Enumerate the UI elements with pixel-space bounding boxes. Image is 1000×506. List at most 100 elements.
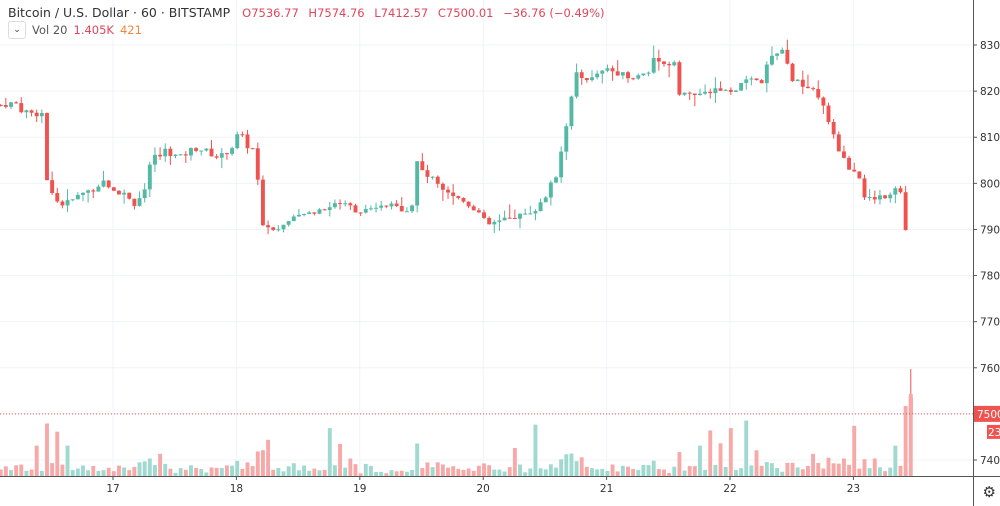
volume-bar: [626, 466, 630, 476]
candle-up: [302, 214, 307, 216]
candle-up: [374, 207, 379, 209]
volume-bar: [790, 462, 795, 476]
volume-bar: [723, 466, 728, 476]
candle-up: [199, 150, 204, 152]
time-tick-label: 23: [847, 483, 860, 495]
volume-bar: [343, 467, 348, 476]
candle-up: [605, 68, 610, 71]
candle-up: [744, 79, 749, 84]
candle-down: [687, 92, 692, 94]
volume-bar: [394, 471, 399, 476]
volume-bar: [194, 468, 199, 476]
volume-bar: [615, 471, 620, 476]
volume-bar: [780, 471, 785, 476]
chevron-down-icon[interactable]: ⌄: [8, 21, 26, 39]
candle-up: [86, 190, 91, 193]
time-tick-label: 17: [106, 483, 119, 495]
candle-up: [65, 200, 70, 206]
volume-bar: [888, 467, 893, 476]
candle-up: [698, 93, 702, 96]
volume-bar: [646, 465, 651, 476]
candle-up: [795, 79, 800, 82]
volume-bar: [461, 469, 466, 476]
volume-bar: [338, 443, 343, 476]
volume-ma-value: 421: [119, 23, 142, 37]
volume-bar: [898, 465, 903, 476]
candle-up: [548, 182, 553, 198]
candle-down: [610, 68, 615, 72]
candle-down: [440, 183, 445, 190]
candle-up: [595, 73, 600, 78]
volume-bar: [584, 466, 589, 476]
candle-down: [353, 205, 358, 213]
volume-bar: [543, 469, 548, 476]
candle-down: [245, 134, 250, 149]
candle-up: [780, 49, 785, 54]
candle-down: [322, 209, 327, 211]
volume-bar: [672, 466, 677, 476]
candle-up: [327, 207, 332, 211]
volume-bar: [389, 470, 394, 476]
price-tick-label: 7900: [980, 224, 1000, 236]
volume-bar: [893, 445, 898, 476]
candle-up: [70, 199, 75, 201]
volume-bar: [857, 468, 862, 476]
volume-bar: [127, 470, 132, 476]
open-value: O7536.77: [242, 6, 299, 20]
volume-bar: [641, 464, 646, 476]
candle-down: [841, 151, 846, 158]
candle-up: [81, 192, 85, 195]
candle-up: [286, 221, 291, 225]
volume-bar: [759, 465, 764, 476]
volume-bar: [307, 470, 312, 476]
volume-bar: [744, 420, 749, 476]
volume-bar: [204, 472, 209, 476]
volume-bar: [384, 473, 389, 476]
candle-up: [723, 89, 728, 91]
candle-down: [312, 212, 317, 214]
candle-up: [893, 188, 898, 195]
candle-down: [718, 88, 723, 91]
volume-bar: [811, 453, 816, 476]
volume-bar: [908, 394, 913, 476]
candle-down: [615, 71, 620, 76]
volume-bar: [24, 470, 29, 476]
candle-up: [620, 72, 625, 76]
price-tick-label: 7400: [980, 455, 1000, 467]
volume-bar: [708, 430, 713, 476]
candle-down: [158, 154, 163, 157]
volume-bar: [883, 471, 888, 476]
candle-down: [45, 112, 49, 181]
volume-bar: [348, 458, 353, 476]
candle-down: [435, 176, 440, 184]
candle-down: [476, 210, 481, 213]
candle-up: [651, 58, 656, 73]
volume-bar: [271, 469, 276, 476]
volume-bar: [523, 472, 528, 476]
symbol-title: Bitcoin / U.S. Dollar · 60 · BITSTAMP: [8, 5, 231, 20]
candle-up: [173, 154, 178, 156]
volume-bar: [687, 466, 692, 476]
countdown-label: 23: [988, 427, 1000, 439]
candle-down: [826, 105, 831, 123]
volume-bar: [75, 468, 80, 476]
volume-bar: [487, 465, 492, 476]
candle-down: [266, 225, 271, 228]
volume-bar: [734, 470, 738, 476]
time-tick-label: 22: [723, 483, 736, 495]
candle-up: [204, 148, 209, 151]
volume-bar: [497, 469, 502, 476]
volume-bar: [764, 462, 769, 476]
volume-bar: [425, 462, 430, 476]
candle-up: [410, 205, 414, 212]
candle-down: [420, 161, 425, 171]
candle-up: [9, 102, 13, 107]
volume-bar: [903, 405, 908, 476]
candle-down: [209, 148, 214, 157]
gear-icon[interactable]: ⚙: [982, 483, 996, 501]
volume-bar: [692, 466, 697, 476]
volume-bar: [286, 466, 291, 476]
volume-bar: [862, 459, 867, 476]
candle-up: [296, 214, 301, 217]
